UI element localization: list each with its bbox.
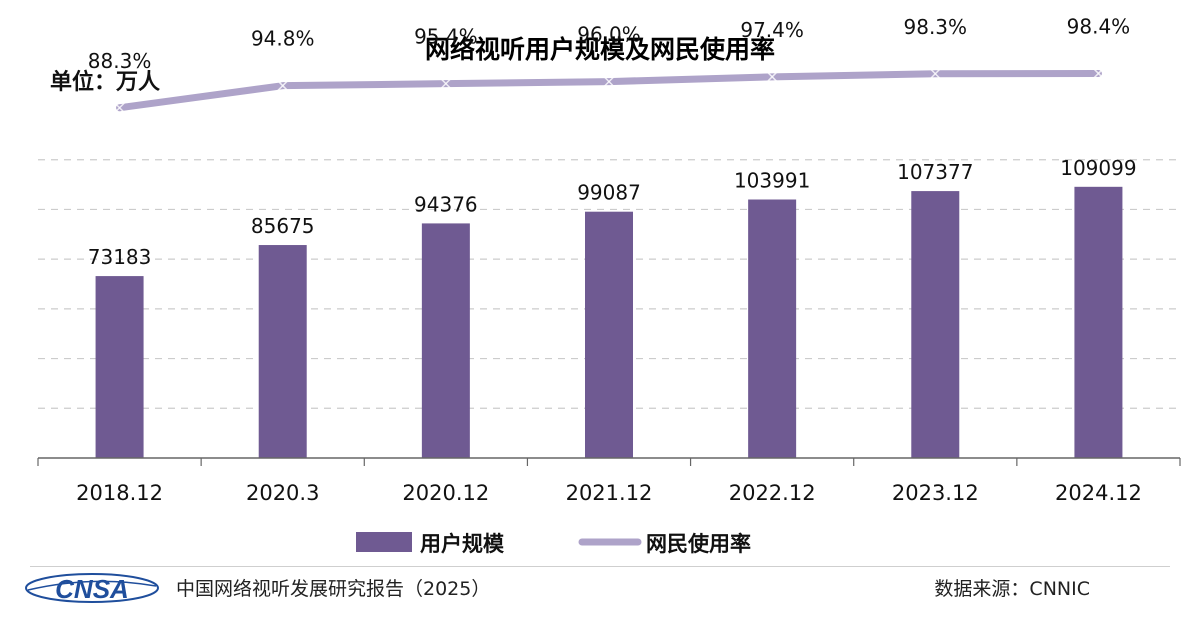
line-value-label: 96.0%	[577, 23, 641, 47]
line-value-label: 98.4%	[1067, 14, 1131, 38]
chart-canvas: 73183 85675 94376 99087 103991 107377 109099 2…	[37, 14, 1181, 556]
line-point	[113, 101, 127, 115]
bar	[748, 199, 797, 458]
point-marker	[602, 75, 616, 89]
line-point	[439, 77, 453, 91]
line-point	[765, 70, 779, 84]
bar-value-label: 85675	[251, 214, 315, 238]
usage-rate-line	[116, 69, 1102, 112]
legend-label-bar: 用户规模	[420, 532, 505, 556]
x-tick-label: 2018.12	[76, 481, 163, 505]
x-tick-label: 2022.12	[729, 481, 816, 505]
unit-label: 单位：万人	[50, 70, 161, 95]
legend: 用户规模 网民使用率	[356, 532, 751, 556]
point-marker	[113, 101, 127, 115]
line-series: 88.3% 94.8% 95.4% 96.0% 97.4% 98.3% 98.4%	[88, 14, 1131, 115]
bar	[911, 191, 960, 458]
line-value-label: 97.4%	[740, 18, 804, 42]
x-tick-label: 2024.12	[1055, 481, 1142, 505]
x-tick-label: 2023.12	[892, 481, 979, 505]
line-value-label: 98.3%	[904, 15, 968, 39]
bar-value-label: 99087	[577, 181, 641, 205]
x-axis: 2018.12 2020.3 2020.12 2021.12 2022.12 2023.1…	[37, 457, 1181, 505]
x-tick-label: 2021.12	[566, 481, 653, 505]
point-marker	[276, 79, 290, 93]
x-tick-label: 2020.3	[246, 481, 319, 505]
bar-value-label: 94376	[414, 192, 478, 216]
line-point	[602, 75, 616, 89]
legend-label-line: 网民使用率	[646, 532, 751, 556]
bar-value-label: 73183	[88, 245, 152, 269]
footer-divider	[30, 566, 1170, 567]
bar	[95, 276, 144, 458]
bar	[258, 245, 307, 458]
bar-value-label: 109099	[1060, 156, 1136, 180]
gridlines	[38, 159, 1180, 409]
point-marker	[439, 77, 453, 91]
point-marker	[765, 70, 779, 84]
line-value-label: 94.8%	[251, 27, 315, 51]
bar-value-label: 107377	[897, 160, 973, 184]
bar	[585, 211, 633, 458]
data-source: 数据来源：CNNIC	[934, 578, 1090, 600]
point-marker	[1091, 66, 1105, 80]
x-tick-label: 2020.12	[402, 481, 489, 505]
chart-title: 网络视听用户规模及网民使用率	[424, 35, 775, 64]
report-name: 中国网络视听发展研究报告（2025）	[176, 578, 491, 600]
bar	[421, 223, 470, 458]
line-value-label: 95.4%	[414, 25, 478, 49]
logo-text: CNSA	[55, 574, 129, 604]
legend-swatch-bar	[356, 532, 412, 552]
line-point	[928, 67, 942, 81]
line-point	[276, 79, 290, 93]
bar-series: 73183 85675 94376 99087 103991 107377 109099	[88, 156, 1137, 459]
bar-value-label: 103991	[734, 169, 810, 193]
bar	[1074, 186, 1123, 459]
line-point	[1091, 66, 1105, 80]
cnsa-logo: CNSA	[25, 573, 159, 604]
point-marker	[928, 67, 942, 81]
line-value-label: 88.3%	[88, 49, 152, 73]
